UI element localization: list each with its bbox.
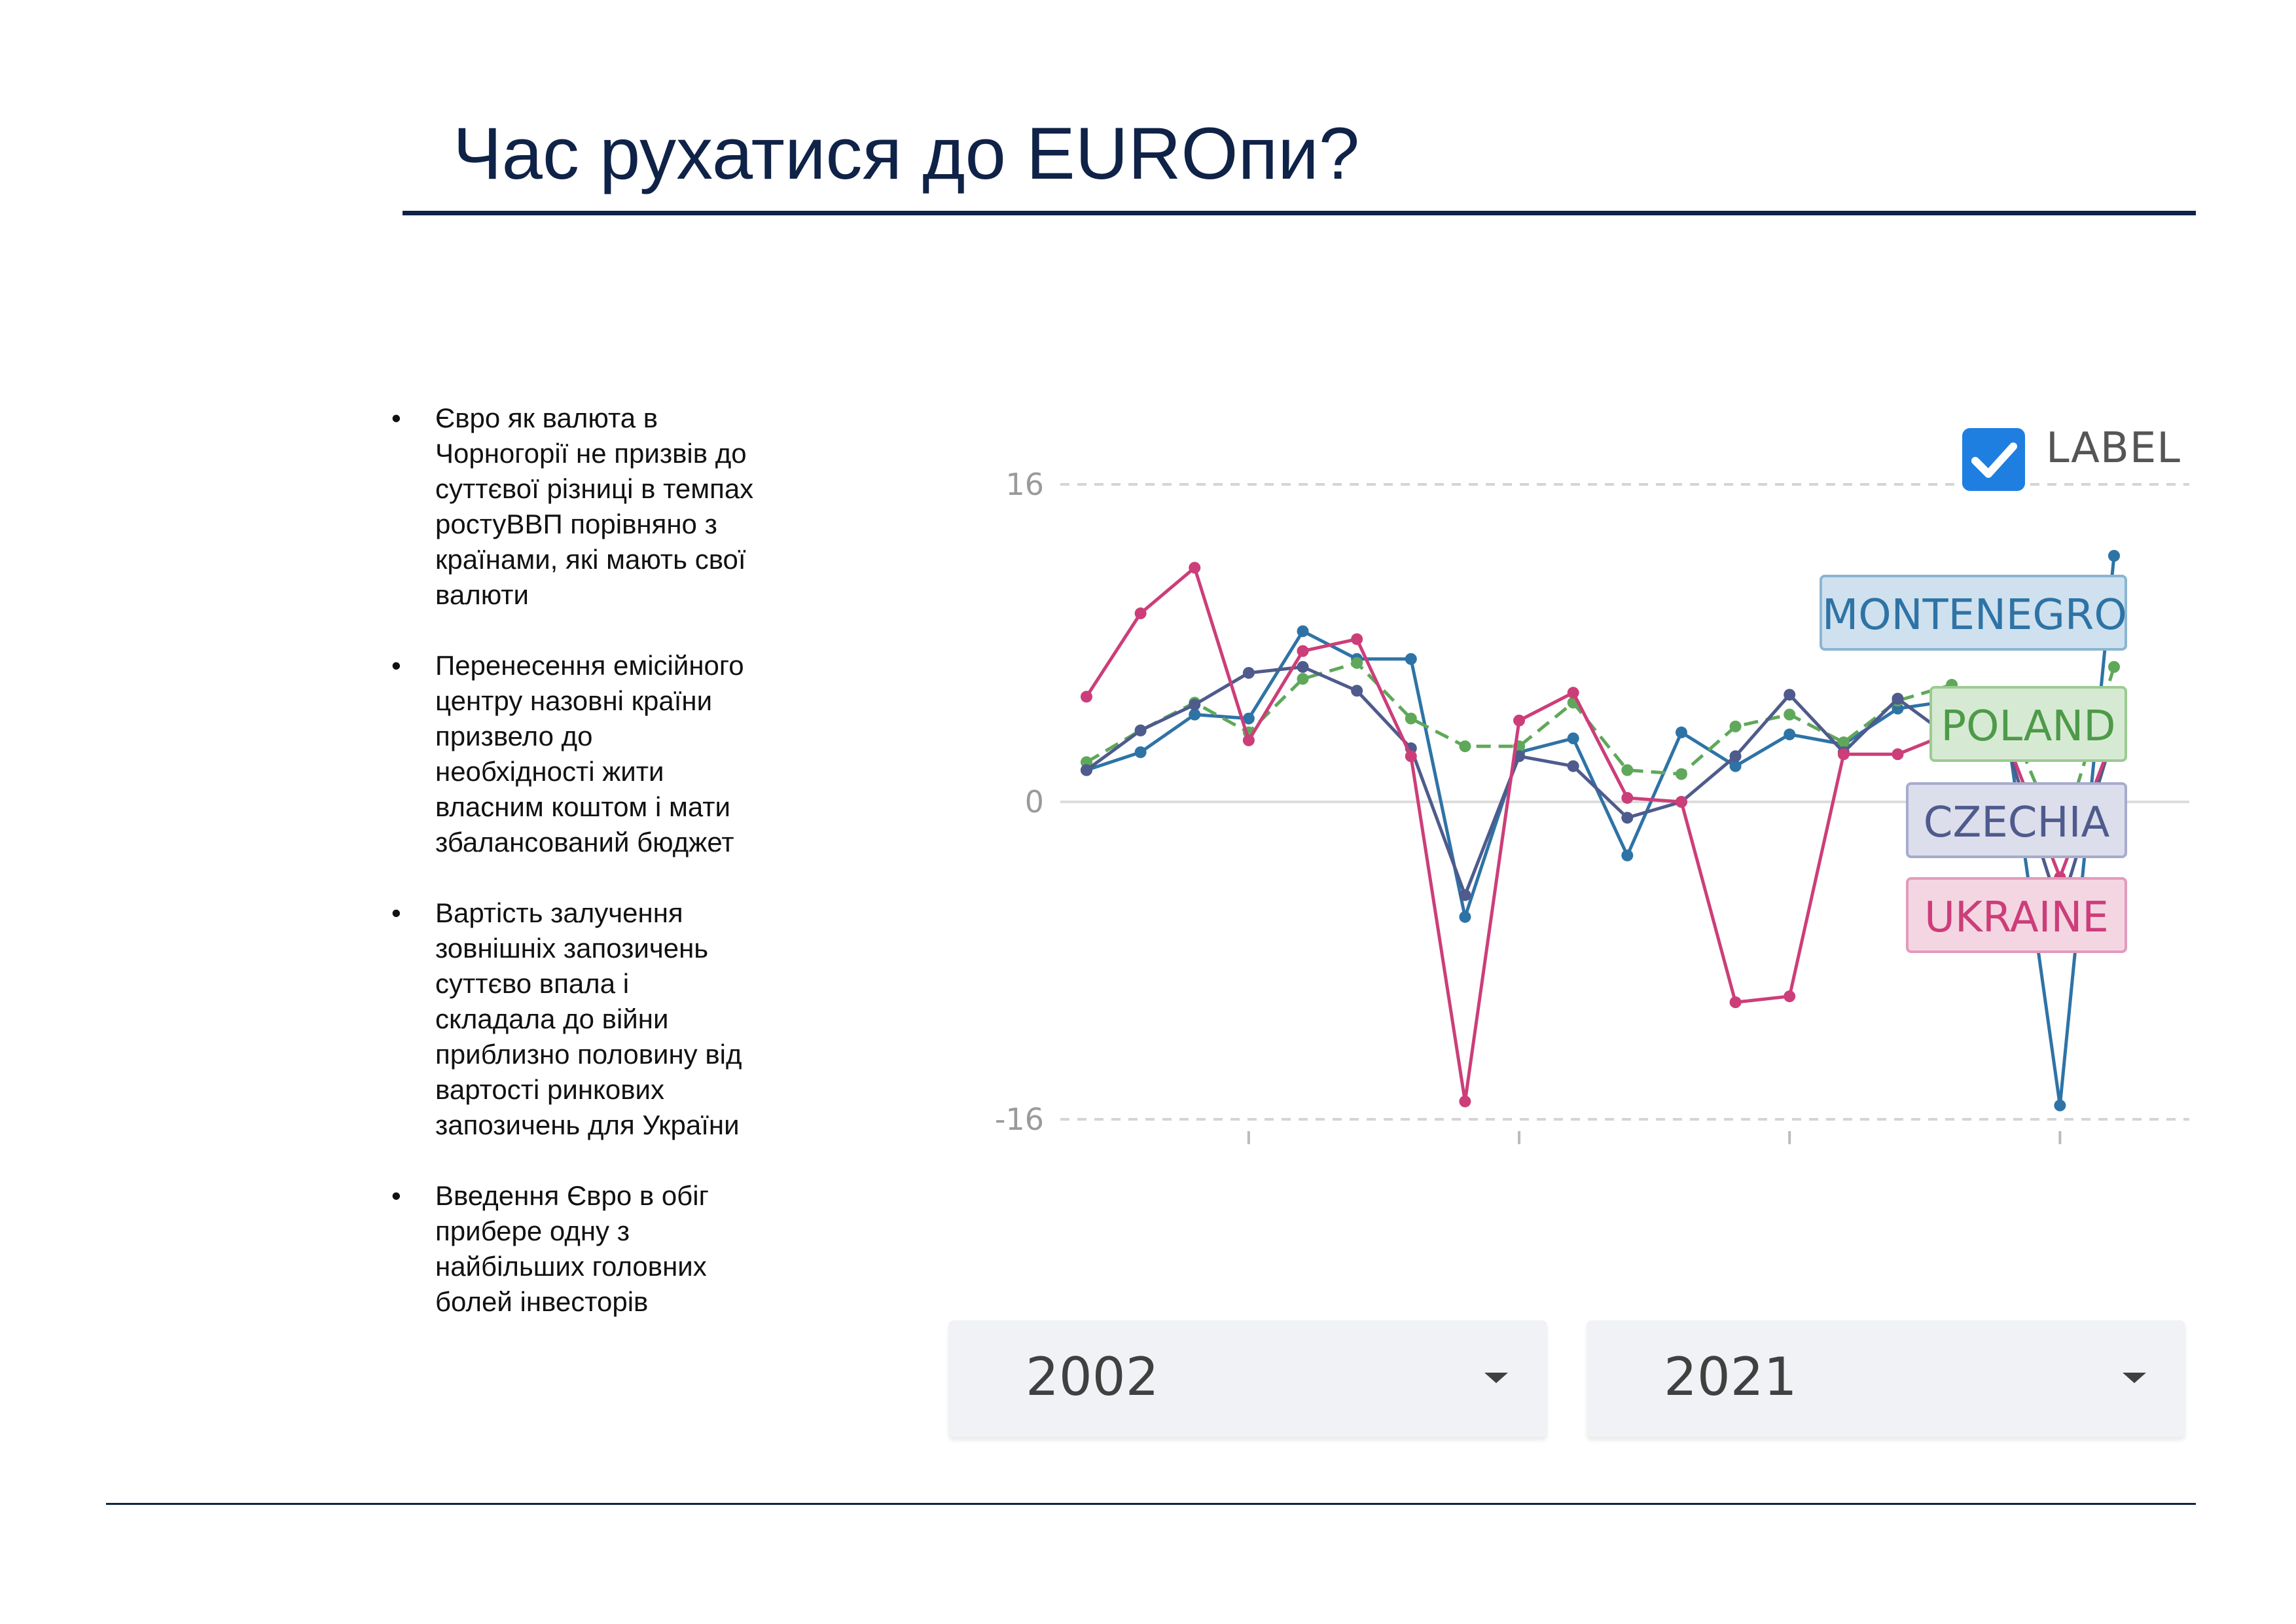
y-tick-label: 0 [1025, 784, 1044, 820]
label-checkbox[interactable] [1962, 428, 2025, 491]
data-point-ukraine [1081, 691, 1092, 703]
footer-divider [106, 1503, 2196, 1505]
data-point-montenegro [1134, 746, 1147, 759]
data-point-poland [1351, 657, 1363, 669]
bullet-text: Євро як валюта в Чорногорії не призвів д… [435, 403, 754, 610]
data-point-poland [2108, 660, 2120, 673]
data-point-czechia [1729, 750, 1742, 763]
data-point-poland [1621, 764, 1634, 776]
data-point-ukraine [1892, 748, 1904, 761]
series-label-ukraine: UKRAINE [1906, 877, 2127, 953]
data-point-czechia [1513, 750, 1526, 763]
data-point-montenegro [1405, 653, 1417, 665]
bullet-dot-icon: • [391, 403, 401, 433]
data-point-montenegro [1297, 625, 1309, 638]
data-point-montenegro [1567, 732, 1579, 744]
bullet-text: Вартість залучення зовнішніх запозичень … [435, 897, 742, 1140]
data-point-czechia [1784, 689, 1796, 701]
data-point-ukraine [1405, 750, 1417, 763]
data-point-poland [1459, 740, 1471, 753]
data-point-montenegro [2054, 1099, 2066, 1111]
data-point-czechia [1351, 685, 1363, 697]
data-point-ukraine [1459, 1095, 1471, 1108]
data-point-czechia [1297, 660, 1309, 673]
data-point-montenegro [1784, 728, 1796, 740]
bullet-text: Перенесення емісійного центру назовні кр… [435, 650, 744, 857]
data-point-ukraine [1351, 633, 1363, 645]
series-label-montenegro: MONTENEGRO [1820, 575, 2127, 651]
data-point-czechia [1081, 764, 1092, 776]
data-point-czechia [1189, 698, 1201, 711]
data-point-ukraine [1784, 990, 1796, 1003]
start-year-value: 2002 [1026, 1346, 1159, 1407]
data-point-montenegro [1242, 712, 1255, 725]
data-point-czechia [1892, 693, 1904, 705]
data-point-ukraine [1567, 687, 1579, 699]
bullet-dot-icon: • [391, 897, 401, 928]
data-point-ukraine [1729, 996, 1742, 1009]
data-point-montenegro [2108, 550, 2120, 562]
bullet-item: • Вартість залучення зовнішніх запозичень… [389, 895, 756, 1143]
data-point-czechia [1134, 724, 1147, 736]
chevron-down-icon [1484, 1373, 1508, 1383]
gdp-growth-chart: 16 0 -16 LABEL MONTENEGRO POLAND CZECHIA U… [949, 406, 2199, 1159]
checkmark-icon [1971, 442, 2017, 478]
bullet-dot-icon: • [391, 650, 401, 681]
data-point-czechia [1621, 812, 1634, 824]
data-point-ukraine [1134, 607, 1147, 620]
series-label-czechia: CZECHIA [1906, 782, 2127, 858]
y-tick-label: -16 [995, 1102, 1044, 1137]
data-point-ukraine [1242, 734, 1255, 747]
data-point-czechia [1567, 760, 1579, 772]
data-point-montenegro [1189, 708, 1201, 721]
data-point-ukraine [1837, 748, 1850, 761]
bullet-dot-icon: • [391, 1180, 401, 1211]
bullet-item: • Євро як валюта в Чорногорії не призвів … [389, 401, 756, 613]
end-year-value: 2021 [1664, 1346, 1797, 1407]
data-point-czechia [1242, 666, 1255, 679]
data-point-montenegro [1621, 849, 1634, 861]
data-point-montenegro [1459, 911, 1471, 923]
bullet-item: • Введення Євро в обіг прибере одну з най… [389, 1178, 756, 1320]
bullet-list: • Євро як валюта в Чорногорії не призвів … [389, 401, 756, 1355]
data-point-montenegro [1729, 760, 1742, 772]
chevron-down-icon [2123, 1373, 2146, 1383]
end-year-select[interactable]: 2021 [1587, 1320, 2185, 1437]
data-point-ukraine [1189, 562, 1201, 574]
y-tick-label: 16 [1005, 467, 1044, 502]
data-point-ukraine [1513, 714, 1526, 727]
slide-title: Час рухатися до EURОпи? [453, 113, 1360, 194]
bullet-item: • Перенесення емісійного центру назовні к… [389, 648, 756, 860]
label-toggle-text[interactable]: LABEL [2046, 424, 2181, 473]
data-point-ukraine [1621, 791, 1634, 804]
title-divider [403, 211, 2196, 215]
data-point-poland [1837, 736, 1850, 749]
data-point-poland [1784, 708, 1796, 721]
data-point-poland [1405, 712, 1417, 725]
data-point-czechia [1459, 889, 1471, 901]
data-point-poland [1729, 720, 1742, 732]
data-point-ukraine [1297, 645, 1309, 657]
series-label-poland: POLAND [1929, 686, 2127, 762]
start-year-select[interactable]: 2002 [948, 1320, 1547, 1437]
data-point-poland [1297, 673, 1309, 685]
data-point-montenegro [1675, 726, 1687, 738]
data-point-poland [1675, 768, 1687, 780]
data-point-ukraine [1675, 796, 1687, 808]
bullet-text: Введення Євро в обіг прибере одну з найб… [435, 1180, 709, 1317]
